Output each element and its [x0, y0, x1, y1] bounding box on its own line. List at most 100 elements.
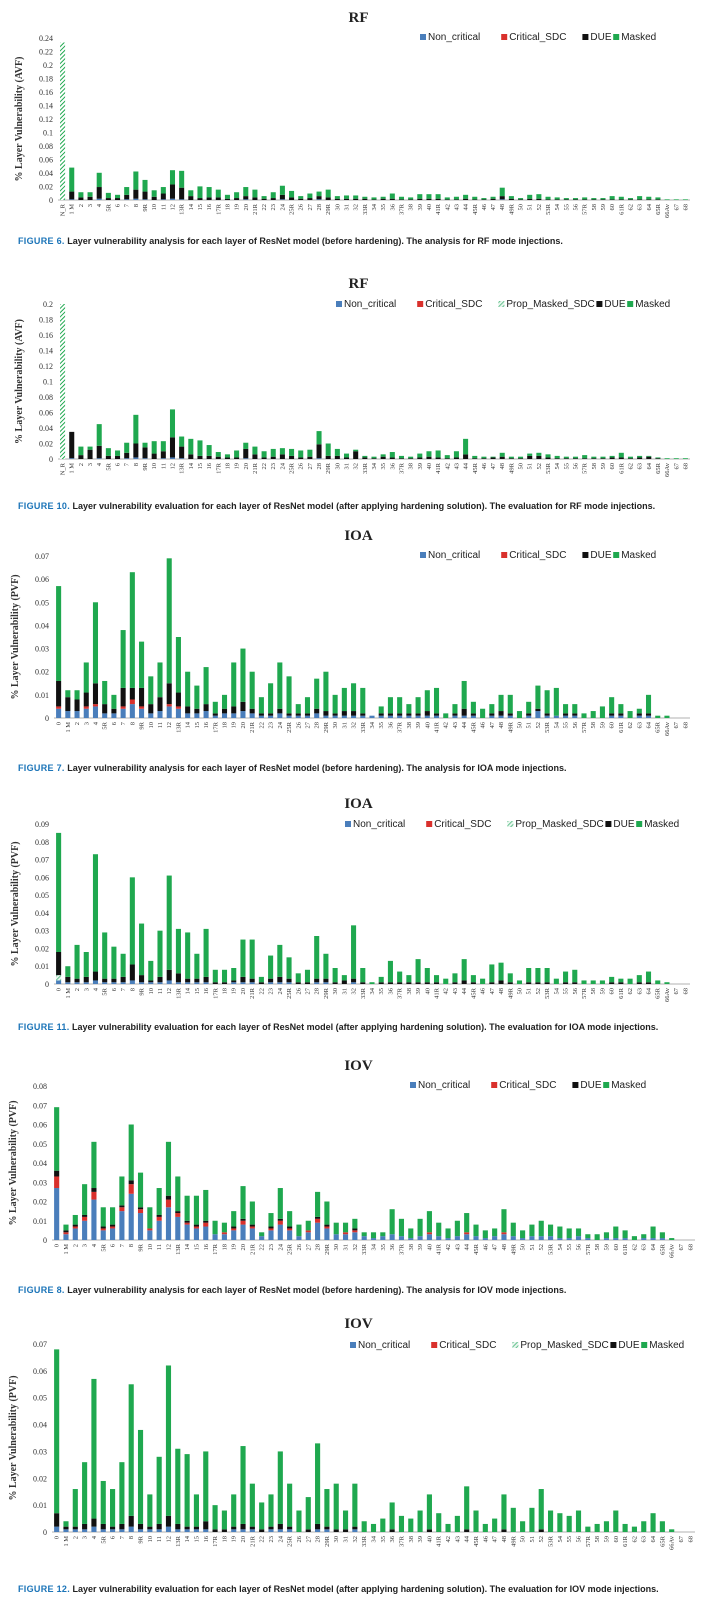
- bar-segment-critical-sdc: [203, 1222, 209, 1227]
- x-tick-label: 43: [452, 988, 459, 995]
- bar-segment-due: [305, 1529, 311, 1532]
- bar-segment-non-critical: [74, 982, 80, 984]
- x-tick-label: 22: [261, 204, 268, 211]
- bar-segment-masked: [518, 456, 524, 459]
- bar-segment-non-critical: [120, 982, 126, 984]
- x-tick-label: 26: [295, 721, 302, 728]
- x-tick-label: 31: [341, 722, 348, 729]
- x-tick-label: 44: [464, 1243, 471, 1250]
- bar-segment-due: [212, 713, 218, 716]
- bar-segment-due: [258, 982, 264, 984]
- bar-segment-masked: [544, 690, 550, 714]
- bar-segment-due: [166, 683, 172, 705]
- x-tick-label: 61R: [618, 203, 625, 215]
- x-tick-label: 43: [453, 204, 460, 211]
- bar-segment-non-critical: [240, 1224, 246, 1240]
- bar-segment-masked: [324, 1201, 330, 1225]
- x-tick-label: 41R: [434, 987, 441, 999]
- bar-segment-masked: [415, 959, 421, 983]
- x-tick-label: 12: [169, 463, 176, 470]
- bar-segment-masked: [351, 925, 357, 979]
- bar-segment-non-critical: [351, 715, 357, 718]
- bar-segment-due: [371, 458, 377, 459]
- bar-segment-masked: [240, 1186, 246, 1219]
- bar-segment-due: [389, 1529, 395, 1532]
- bar-segment-due: [426, 456, 432, 459]
- x-tick-label: 52: [535, 722, 542, 729]
- x-tick-label: 0: [56, 988, 63, 991]
- bar-segment-due: [56, 952, 62, 976]
- x-tick-label: 11: [160, 204, 167, 210]
- x-tick-label: 46: [481, 203, 488, 210]
- bar-segment-masked: [175, 1176, 181, 1212]
- bar-segment-masked: [100, 1480, 106, 1524]
- bar-segment-non-critical: [231, 1230, 237, 1240]
- bar-segment-masked: [344, 195, 350, 199]
- legend-swatch-due: [610, 1342, 617, 1348]
- bar-segment-masked: [249, 1483, 255, 1527]
- bar-segment-masked: [489, 964, 495, 983]
- bar-segment-due: [270, 198, 276, 200]
- caption-text: Layer vulnerability evaluation for each …: [72, 501, 656, 511]
- legend-swatch-due: [582, 34, 589, 40]
- bar-segment-masked: [529, 1224, 535, 1237]
- y-tick-label: 0.07: [33, 1340, 47, 1349]
- bar-segment-masked: [371, 197, 377, 200]
- x-tick-label: 44: [461, 721, 468, 728]
- x-tick-label: 35: [378, 722, 385, 729]
- y-tick-label: 0.04: [35, 621, 49, 630]
- bar-segment-due: [498, 980, 504, 984]
- bar-segment-due: [119, 1205, 125, 1208]
- bar-segment-due: [72, 1526, 78, 1530]
- bar-segment-masked: [378, 706, 384, 714]
- bar-segment-non-critical: [166, 980, 172, 984]
- bar-segment-masked: [148, 676, 154, 705]
- bar-segment-non-critical: [69, 458, 75, 459]
- bar-segment-non-critical: [133, 198, 139, 200]
- x-tick-label: 4: [92, 987, 99, 991]
- y-tick-label: 0.06: [39, 409, 53, 418]
- bar-segment-masked: [472, 196, 478, 200]
- bar-segment-non-critical: [203, 1226, 209, 1240]
- bar-segment-non-critical: [287, 1230, 293, 1240]
- bar-segment-masked: [526, 701, 532, 714]
- x-tick-label: 48: [498, 722, 505, 729]
- x-tick-label: 67: [678, 1535, 685, 1542]
- bar-segment-non-critical: [249, 982, 255, 984]
- bar-segment-non-critical: [316, 199, 322, 200]
- bar-segment-due: [63, 1230, 69, 1233]
- bar-segment-masked: [664, 199, 670, 200]
- bar-segment-due: [105, 455, 111, 459]
- bar-segment-non-critical: [240, 1529, 246, 1532]
- bar-segment-masked: [286, 676, 292, 714]
- x-tick-label: 55: [563, 463, 570, 470]
- x-tick-label: 55: [566, 1536, 573, 1543]
- bar-segment-due: [261, 198, 267, 200]
- bar-segment-masked: [645, 694, 652, 714]
- bar-segment-due: [212, 982, 218, 984]
- bar-segment-masked: [398, 1515, 405, 1532]
- bar-segment-non-critical: [249, 1228, 255, 1240]
- bar-segment-due: [417, 457, 423, 459]
- bar-segment-due: [111, 978, 117, 983]
- bar-segment-due: [175, 973, 181, 983]
- bar-segment-due: [259, 1529, 265, 1532]
- x-tick-label: 68: [682, 988, 689, 995]
- bar-segment-masked: [92, 602, 99, 684]
- x-tick-label: 21R: [252, 462, 259, 474]
- bar-segment-masked: [572, 456, 579, 459]
- x-tick-label: 19: [231, 1244, 238, 1251]
- bar-segment-masked: [221, 1222, 227, 1233]
- x-tick-label: 29R: [323, 987, 330, 999]
- bar-segment-masked: [529, 1507, 535, 1532]
- bar-segment-due: [453, 199, 459, 200]
- bar-segment-non-critical: [370, 1238, 377, 1240]
- bar-segment-masked: [520, 1521, 526, 1532]
- bar-segment-non-critical: [83, 708, 89, 718]
- bar-segment-masked: [203, 1451, 209, 1522]
- bar-segment-masked: [473, 1510, 479, 1532]
- chart-panel-iov-before: IOV% Layer Vulnerability (PVF) 0 0.01 0.02 0…: [0, 1058, 717, 1280]
- bar-segment-masked: [314, 678, 320, 709]
- x-tick-label: 33R: [362, 462, 369, 474]
- bar-segment-non-critical: [315, 1529, 321, 1532]
